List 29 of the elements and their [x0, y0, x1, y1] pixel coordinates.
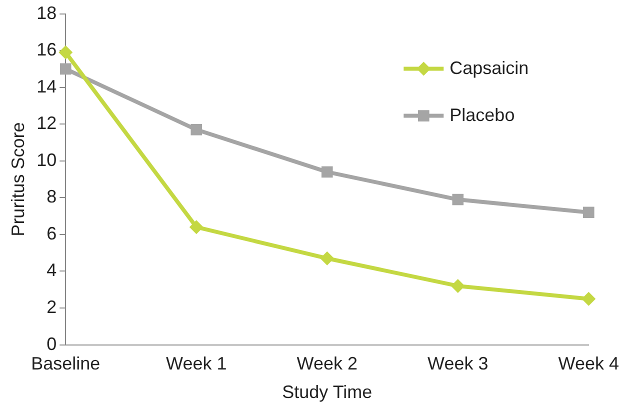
point [190, 124, 202, 136]
point [189, 220, 204, 234]
y-axis-title: Pruritus Score [8, 122, 28, 236]
point [450, 278, 465, 293]
x-tick-label: Baseline [31, 354, 100, 374]
x-tick-label: Week 2 [296, 354, 358, 374]
y-tick-label: 12 [36, 113, 57, 134]
y-tick-label: 6 [46, 223, 57, 244]
y-tick-label: 8 [46, 186, 57, 207]
point [321, 166, 333, 178]
x-tick-label: Week 1 [166, 354, 227, 374]
point [582, 206, 594, 218]
x-axis-title: Study Time [282, 382, 372, 402]
point [320, 251, 334, 266]
legend-label: Placebo [450, 104, 515, 125]
point [452, 194, 464, 206]
y-tick-label: 10 [36, 150, 57, 170]
x-tick-label: Week 4 [558, 354, 620, 374]
y-tick-label: 0 [46, 334, 57, 354]
point [58, 45, 73, 60]
y-tick-label: 14 [36, 76, 57, 96]
legend-label: Capsaicin [450, 58, 529, 78]
y-tick-label: 4 [46, 260, 57, 280]
point [582, 292, 596, 306]
point [60, 63, 72, 75]
y-tick-label: 2 [46, 296, 57, 317]
y-tick-label: 18 [36, 2, 57, 23]
y-tick-label: 16 [36, 40, 57, 60]
x-tick-label: Week 3 [428, 354, 488, 374]
